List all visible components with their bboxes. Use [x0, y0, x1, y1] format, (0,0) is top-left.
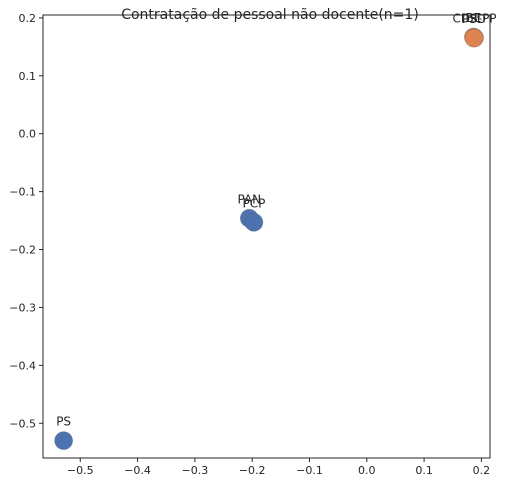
plot-frame [42, 14, 491, 459]
x-tick-label: −0.3 [182, 464, 209, 477]
x-tick-label: 0.2 [473, 464, 491, 477]
y-tick-label: 0.0 [19, 128, 37, 141]
point-label: PS [56, 415, 71, 429]
x-tick-label: −0.4 [124, 464, 151, 477]
y-tick-label: −0.5 [9, 417, 36, 430]
y-tick-label: 0.2 [19, 12, 37, 25]
point-label: PCP [242, 196, 265, 210]
y-tick-label: −0.2 [9, 244, 36, 257]
data-point [54, 431, 74, 451]
point-label: PAN [237, 192, 261, 206]
x-tick-label: 0.0 [358, 464, 376, 477]
y-tick-label: −0.4 [9, 359, 36, 372]
data-points [54, 27, 484, 451]
axis-ticks: −0.5 −0.4 −0.3 −0.2 −0.1 0.0 0.1 0.2 0.2 0.1 0.0 −0… [9, 12, 490, 477]
y-tick-label: 0.1 [19, 70, 37, 83]
x-tick-label: 0.1 [415, 464, 433, 477]
x-tick-label: −0.5 [67, 464, 94, 477]
point-label: PSD [462, 12, 486, 26]
x-tick-label: −0.2 [239, 464, 266, 477]
data-point [464, 28, 484, 48]
data-point [244, 212, 264, 232]
y-tick-label: −0.3 [9, 301, 36, 314]
y-tick-label: −0.1 [9, 186, 36, 199]
x-tick-label: −0.1 [296, 464, 323, 477]
